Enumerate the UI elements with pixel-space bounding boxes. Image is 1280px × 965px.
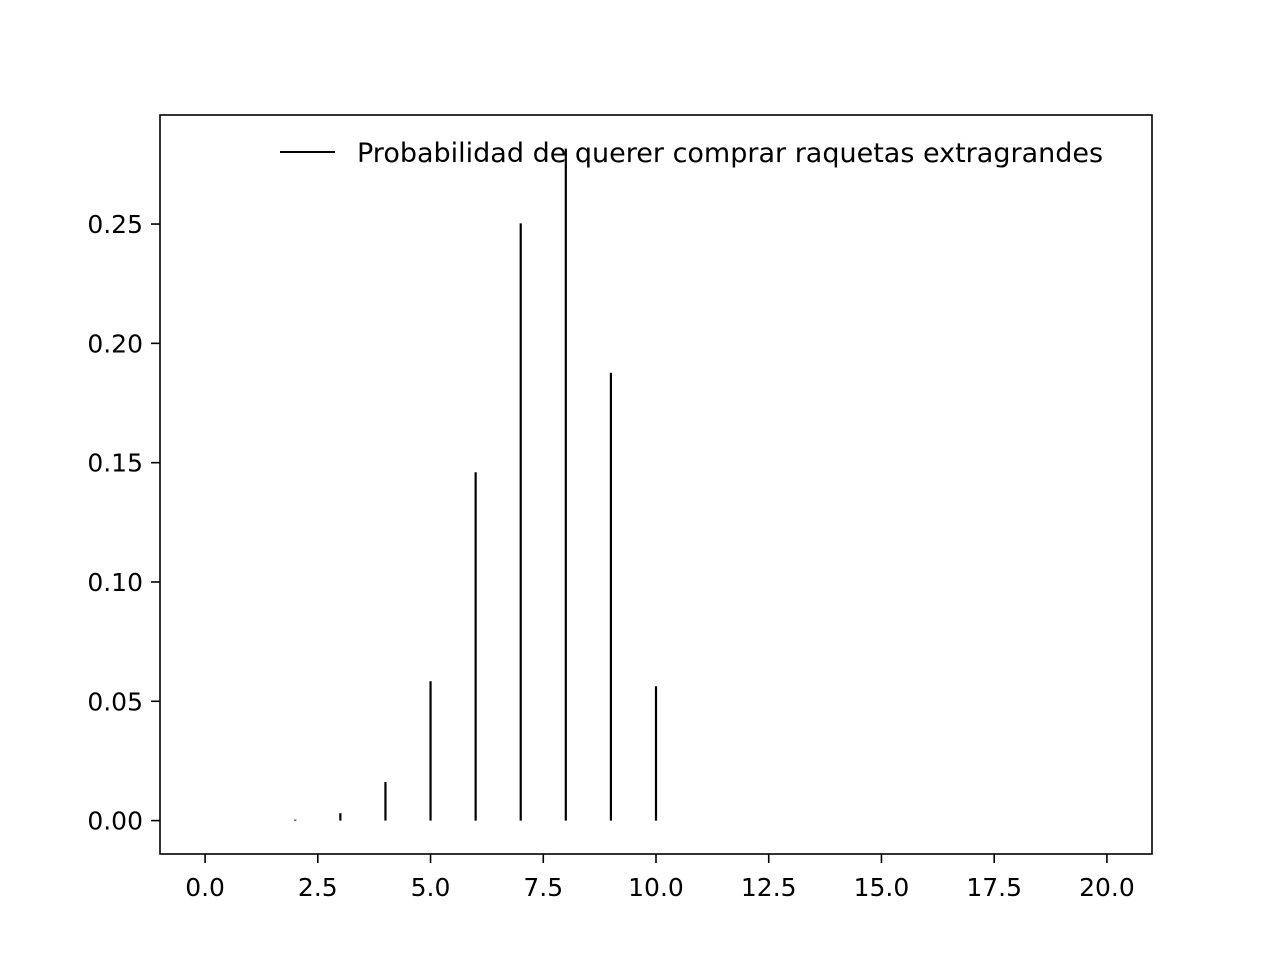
x-tick-label: 15.0	[854, 873, 910, 902]
y-tick-label: 0.00	[87, 807, 143, 836]
x-tick-label: 12.5	[741, 873, 797, 902]
y-tick-label: 0.05	[87, 687, 143, 716]
y-tick-label: 0.15	[87, 449, 143, 478]
x-tick-label: 0.0	[185, 873, 225, 902]
x-tick-label: 20.0	[1079, 873, 1135, 902]
x-tick-label: 2.5	[298, 873, 338, 902]
bar-group	[294, 148, 658, 821]
y-tick-label: 0.25	[87, 210, 143, 239]
x-axis: 0.0 2.5 5.0 7.5 10.0 12.5 15.0 17.5 20.0	[185, 854, 1135, 902]
x-tick-label: 7.5	[523, 873, 563, 902]
legend: Probabilidad de querer comprar raquetas …	[280, 138, 1103, 169]
x-tick-label: 17.5	[966, 873, 1022, 902]
legend-label: Probabilidad de querer comprar raquetas …	[357, 138, 1103, 169]
y-tick-label: 0.10	[87, 568, 143, 597]
x-tick-label: 10.0	[628, 873, 684, 902]
y-tick-label: 0.20	[87, 329, 143, 358]
y-axis: 0.00 0.05 0.10 0.15 0.20 0.25	[87, 210, 160, 836]
x-tick-label: 5.0	[411, 873, 451, 902]
